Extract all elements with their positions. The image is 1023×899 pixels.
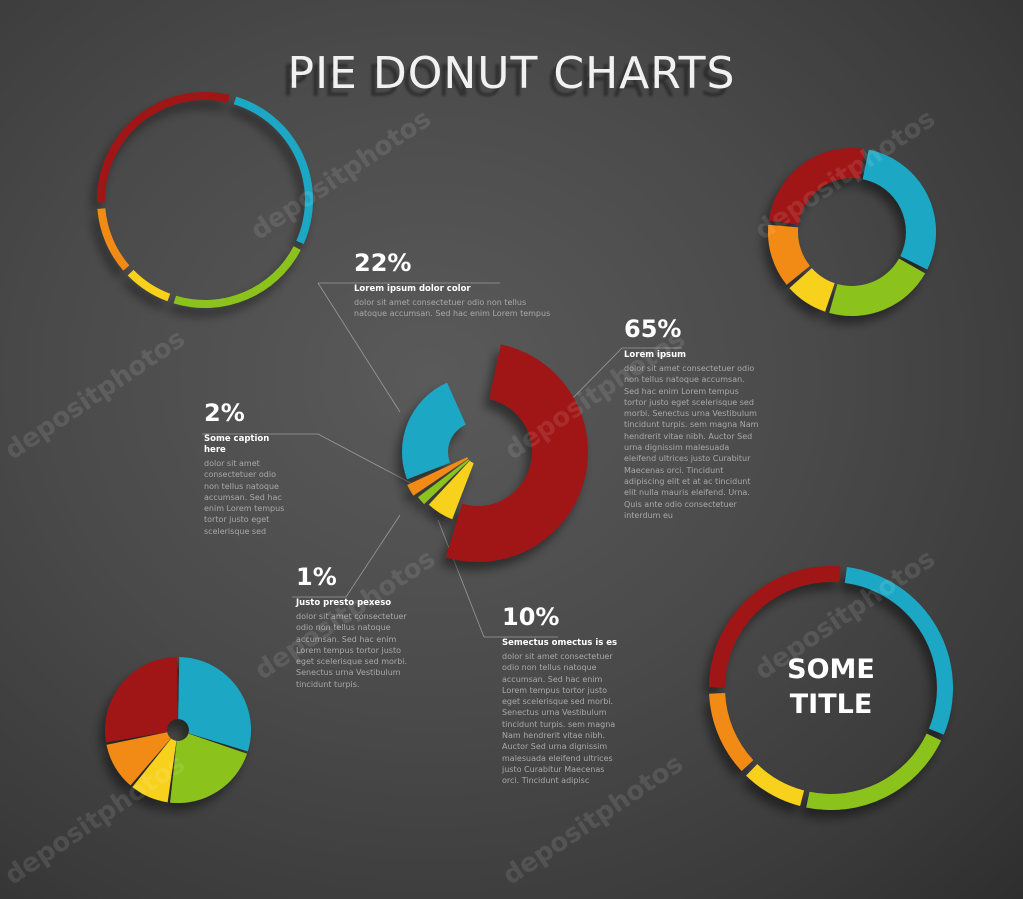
callout-2-title: Some caption here xyxy=(204,434,270,455)
slice-3-3 xyxy=(106,732,171,786)
callout-22: 22% Lorem ipsum dolor color dolor sit am… xyxy=(354,250,554,320)
pie-chart-2 xyxy=(768,148,937,317)
slice-2-4 xyxy=(768,148,865,225)
slice-10-percent xyxy=(428,460,474,520)
slice-3-2 xyxy=(132,738,177,803)
pie-chart-0 xyxy=(402,344,588,562)
slice-22-percent xyxy=(402,382,466,480)
callout-65-title: Lorem ipsum xyxy=(624,350,686,360)
callout-22-text: dolor sit amet consectetuer odio non tel… xyxy=(354,298,551,319)
pie-chart-3 xyxy=(104,657,252,803)
pie-chart-4 xyxy=(709,566,953,810)
slice-1-percent xyxy=(418,459,470,505)
pie-chart-1 xyxy=(97,91,313,308)
callout-1-title: Justo presto pexeso xyxy=(296,598,392,608)
slice-4-3 xyxy=(709,692,754,772)
ring-center-title: SOME TITLE xyxy=(787,654,875,720)
slice-65-percent xyxy=(445,344,588,562)
leader-line-1 xyxy=(317,282,401,413)
slice-2-3 xyxy=(768,224,810,285)
slice-1-3 xyxy=(97,208,130,271)
slice-3-0 xyxy=(178,657,252,752)
charts xyxy=(97,91,953,810)
callout-1: 1% Justo presto pexeso dolor sit amet co… xyxy=(296,564,414,690)
callout-2-text: dolor sit amet consectetuer odio non tel… xyxy=(204,459,285,536)
callout-65-percent: 65% xyxy=(624,315,682,343)
callout-65-text: dolor sit amet consectetuer odio non tel… xyxy=(624,364,759,520)
slice-1-0 xyxy=(233,96,313,245)
callout-10: 10% Semectus omectus is es dolor sit ame… xyxy=(502,604,622,787)
slice-3-4 xyxy=(104,657,178,743)
slice-2-percent xyxy=(407,457,469,496)
slice-4-1 xyxy=(806,733,942,810)
callout-1-text: dolor sit amet consectetuer odio non tel… xyxy=(296,612,408,689)
callout-22-title: Lorem ipsum dolor color xyxy=(354,284,471,294)
callout-2: 2% Some caption here dolor sit amet cons… xyxy=(204,400,288,537)
slice-4-0 xyxy=(844,567,953,735)
slice-4-2 xyxy=(746,764,805,807)
page-title: PIE DONUT CHARTS xyxy=(287,48,736,99)
leader-line-4 xyxy=(202,433,421,489)
callout-10-title: Semectus omectus is es xyxy=(502,638,618,648)
leader-lines xyxy=(202,282,682,638)
leader-line-7 xyxy=(437,519,485,638)
slice-1-2 xyxy=(127,269,171,302)
callout-10-percent: 10% xyxy=(502,603,560,631)
callout-1-percent: 1% xyxy=(296,563,337,591)
slice-2-2 xyxy=(789,268,835,312)
callout-10-text: dolor sit amet consectetuer odio non tel… xyxy=(502,652,616,786)
callout-65: 65% Lorem ipsum dolor sit amet consectet… xyxy=(624,316,762,521)
leader-line-3 xyxy=(565,347,623,406)
leader-line-5 xyxy=(292,514,401,598)
slice-2-0 xyxy=(862,149,937,270)
slice-2-1 xyxy=(829,258,926,317)
slice-3-1 xyxy=(170,733,248,803)
slice-1-4 xyxy=(97,91,230,203)
slice-4-4 xyxy=(709,566,841,688)
callout-22-percent: 22% xyxy=(354,249,412,277)
slice-1-1 xyxy=(173,246,301,308)
callout-2-percent: 2% xyxy=(204,399,245,427)
